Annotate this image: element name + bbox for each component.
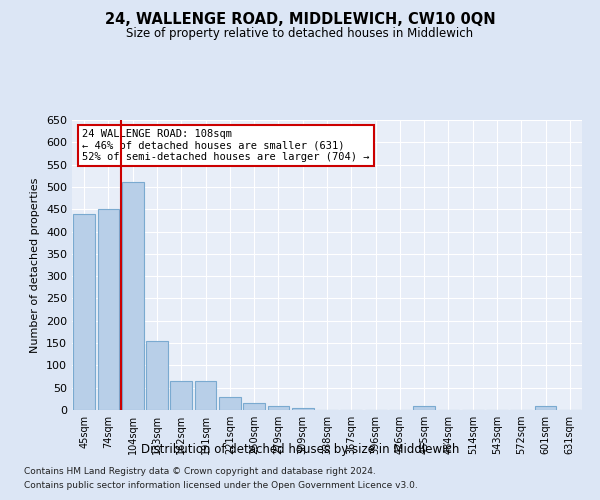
- Text: Distribution of detached houses by size in Middlewich: Distribution of detached houses by size …: [141, 442, 459, 456]
- Text: Size of property relative to detached houses in Middlewich: Size of property relative to detached ho…: [127, 28, 473, 40]
- Bar: [146, 341, 168, 410]
- Bar: [268, 406, 289, 410]
- Bar: [535, 406, 556, 410]
- Bar: [194, 381, 217, 410]
- Text: Contains public sector information licensed under the Open Government Licence v3: Contains public sector information licen…: [24, 481, 418, 490]
- Bar: [122, 182, 143, 410]
- Bar: [219, 396, 241, 410]
- Bar: [243, 404, 265, 410]
- Bar: [73, 214, 95, 410]
- Bar: [97, 209, 119, 410]
- Bar: [413, 406, 435, 410]
- Text: Contains HM Land Registry data © Crown copyright and database right 2024.: Contains HM Land Registry data © Crown c…: [24, 468, 376, 476]
- Text: 24 WALLENGE ROAD: 108sqm
← 46% of detached houses are smaller (631)
52% of semi-: 24 WALLENGE ROAD: 108sqm ← 46% of detach…: [82, 128, 370, 162]
- Text: 24, WALLENGE ROAD, MIDDLEWICH, CW10 0QN: 24, WALLENGE ROAD, MIDDLEWICH, CW10 0QN: [104, 12, 496, 28]
- Bar: [170, 381, 192, 410]
- Y-axis label: Number of detached properties: Number of detached properties: [31, 178, 40, 352]
- Bar: [292, 408, 314, 410]
